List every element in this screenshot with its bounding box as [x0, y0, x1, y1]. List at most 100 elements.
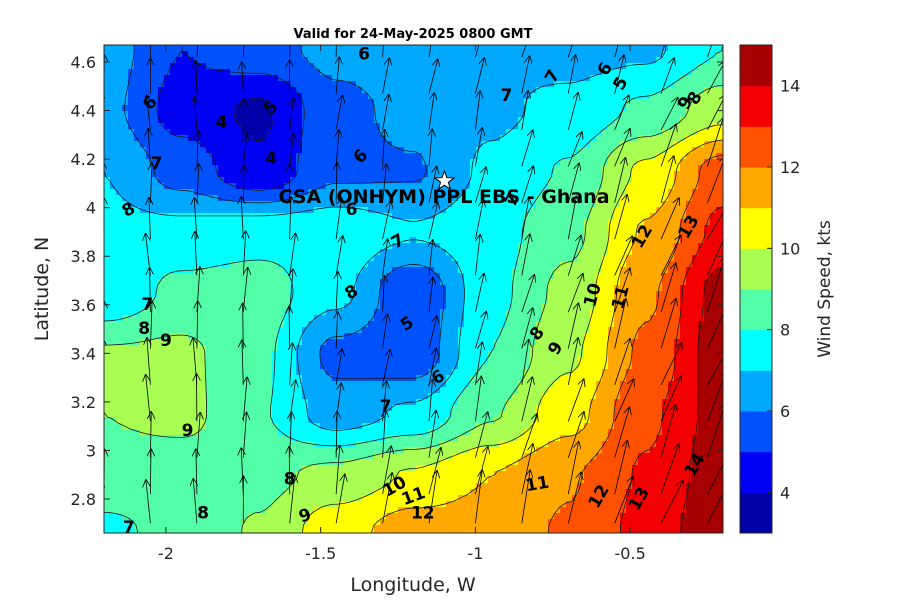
field-cell [704, 51, 711, 58]
field-cell [530, 237, 537, 244]
field-cell [686, 93, 693, 100]
field-cell [182, 207, 189, 214]
field-cell [422, 117, 429, 124]
field-cell [242, 177, 249, 184]
field-cell [404, 99, 411, 106]
field-cell [242, 141, 249, 148]
field-cell [698, 141, 705, 148]
field-cell [230, 135, 237, 142]
field-cell [110, 117, 117, 124]
field-cell [662, 291, 669, 298]
field-cell [530, 177, 537, 184]
field-cell [224, 75, 231, 82]
field-cell [302, 117, 309, 124]
field-cell [572, 147, 579, 154]
field-cell [560, 75, 567, 82]
field-cell [584, 111, 591, 118]
field-cell [422, 285, 429, 292]
field-cell [446, 237, 453, 244]
field-cell [452, 225, 459, 232]
field-cell [164, 225, 171, 232]
field-cell [482, 189, 489, 196]
field-cell [578, 99, 585, 106]
field-cell [692, 297, 699, 304]
field-cell [170, 153, 177, 160]
field-cell [182, 201, 189, 208]
field-cell [584, 153, 591, 160]
field-cell [692, 63, 699, 70]
field-cell [542, 201, 549, 208]
field-cell [356, 153, 363, 160]
field-cell [272, 225, 279, 232]
field-cell [464, 141, 471, 148]
field-cell [548, 87, 555, 94]
field-cell [686, 123, 693, 130]
field-cell [500, 309, 507, 316]
field-cell [206, 87, 213, 94]
field-cell [464, 297, 471, 304]
field-cell [512, 255, 519, 262]
field-cell [278, 207, 285, 214]
field-cell [452, 285, 459, 292]
field-cell [650, 195, 657, 202]
field-cell [542, 75, 549, 82]
field-cell [446, 273, 453, 280]
field-cell [620, 171, 627, 178]
field-cell [296, 129, 303, 136]
field-cell [584, 201, 591, 208]
field-cell [236, 171, 243, 178]
field-cell [218, 75, 225, 82]
field-cell [602, 297, 609, 304]
field-cell [572, 153, 579, 160]
field-cell [578, 231, 585, 238]
field-cell [476, 165, 483, 172]
field-cell [152, 81, 159, 88]
field-cell [692, 141, 699, 148]
field-cell [290, 165, 297, 172]
field-cell [356, 87, 363, 94]
field-cell [224, 243, 231, 250]
field-cell [680, 177, 687, 184]
field-cell [530, 63, 537, 70]
field-cell [632, 255, 639, 262]
field-cell [302, 159, 309, 166]
field-cell [428, 201, 435, 208]
field-cell [152, 147, 159, 154]
field-cell [572, 279, 579, 286]
field-cell [530, 117, 537, 124]
field-cell [182, 51, 189, 58]
field-cell [206, 135, 213, 142]
field-cell [404, 117, 411, 124]
field-cell [344, 225, 351, 232]
field-cell [284, 45, 291, 52]
field-cell [464, 327, 471, 334]
field-cell [362, 117, 369, 124]
field-cell [122, 51, 129, 58]
field-cell [206, 243, 213, 250]
field-cell [260, 267, 267, 274]
field-cell [206, 45, 213, 52]
field-cell [200, 279, 207, 286]
field-cell [614, 171, 621, 178]
field-cell [476, 267, 483, 274]
field-cell [536, 75, 543, 82]
field-cell [692, 321, 699, 328]
field-cell [626, 231, 633, 238]
field-cell [110, 333, 117, 340]
field-cell [524, 171, 531, 178]
field-cell [632, 75, 639, 82]
field-cell [242, 249, 249, 256]
field-cell [446, 303, 453, 310]
field-cell [302, 147, 309, 154]
field-cell [716, 75, 723, 82]
field-cell [494, 249, 501, 256]
field-cell [518, 153, 525, 160]
field-cell [362, 249, 369, 256]
field-cell [254, 63, 261, 70]
field-cell [590, 177, 597, 184]
field-cell [680, 117, 687, 124]
field-cell [602, 309, 609, 316]
field-cell [698, 135, 705, 142]
field-cell [206, 93, 213, 100]
field-cell [578, 255, 585, 262]
